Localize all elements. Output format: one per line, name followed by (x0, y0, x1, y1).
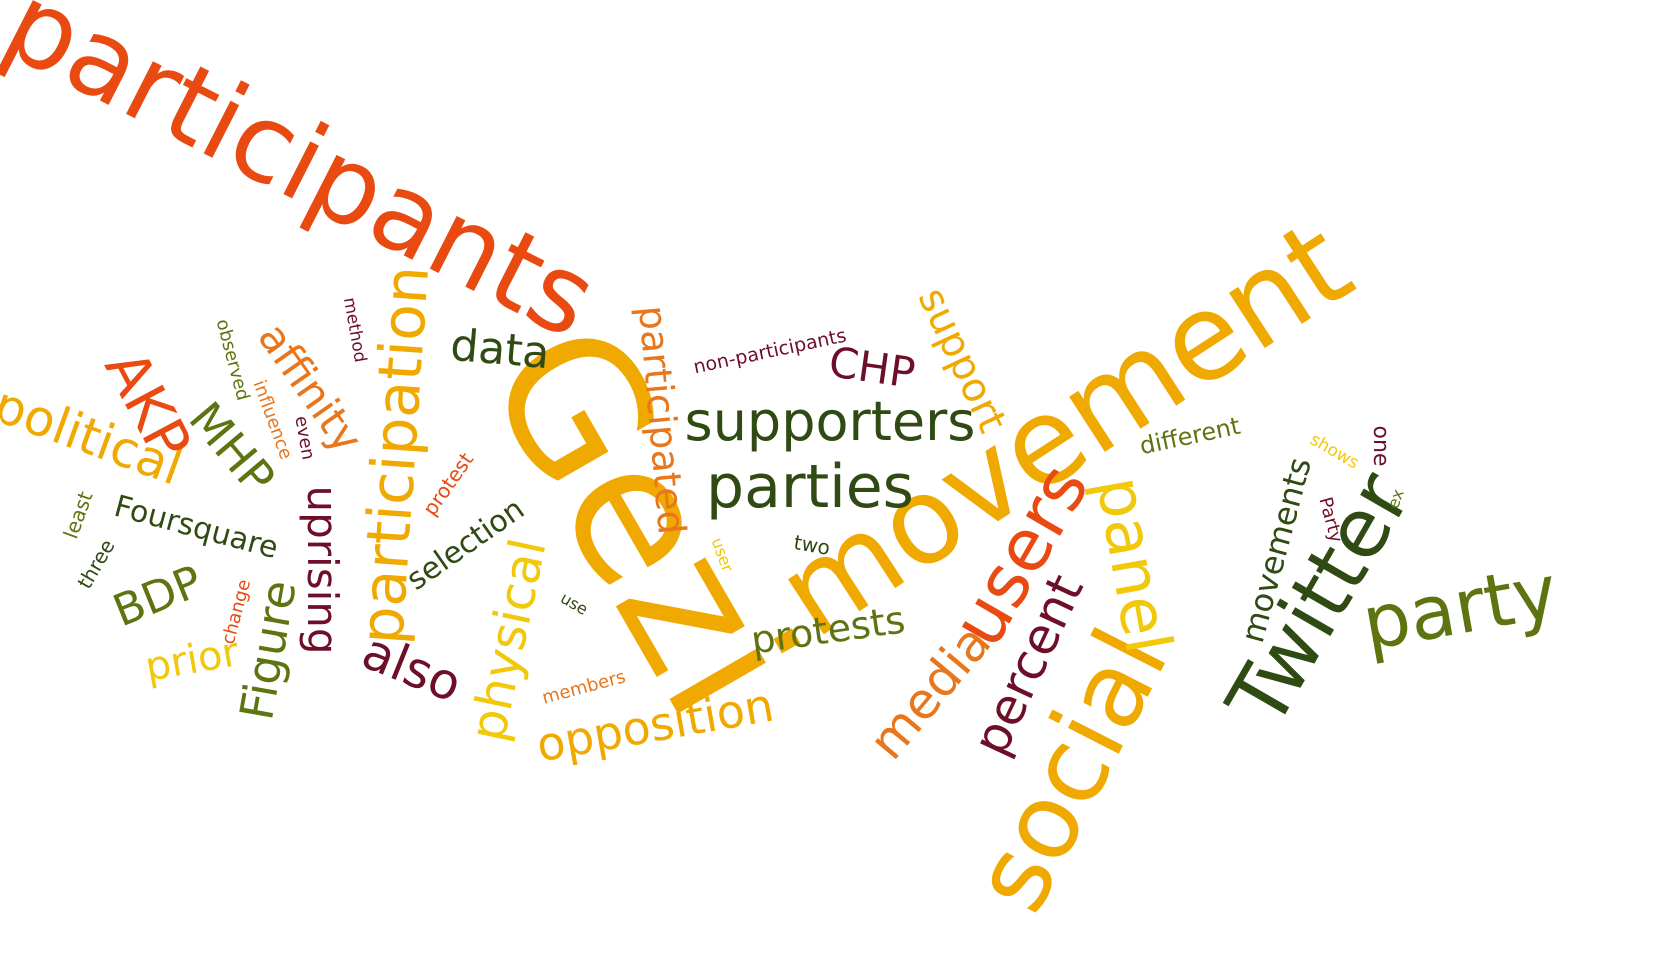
word-three: three (72, 535, 120, 593)
word-one: one (1368, 425, 1393, 467)
word-uprising: uprising (298, 485, 347, 655)
word-method: method (338, 295, 371, 364)
word-members: members (539, 666, 628, 709)
word-parties: parties (706, 452, 914, 522)
word-bdp: BDP (106, 555, 210, 638)
word-observed: observed (211, 316, 254, 403)
word-also: also (354, 622, 470, 714)
word-data: data (448, 319, 552, 380)
word-supporters: supporters (684, 390, 976, 453)
word-physical: physical (458, 533, 558, 747)
word-least: least (58, 488, 98, 542)
word-non-participants: non-participants (691, 324, 849, 379)
word-two: two (791, 530, 833, 560)
word-participants: participants (0, 0, 615, 364)
word-foursquare: Foursquare (110, 488, 282, 567)
word-chp: CHP (825, 337, 919, 398)
